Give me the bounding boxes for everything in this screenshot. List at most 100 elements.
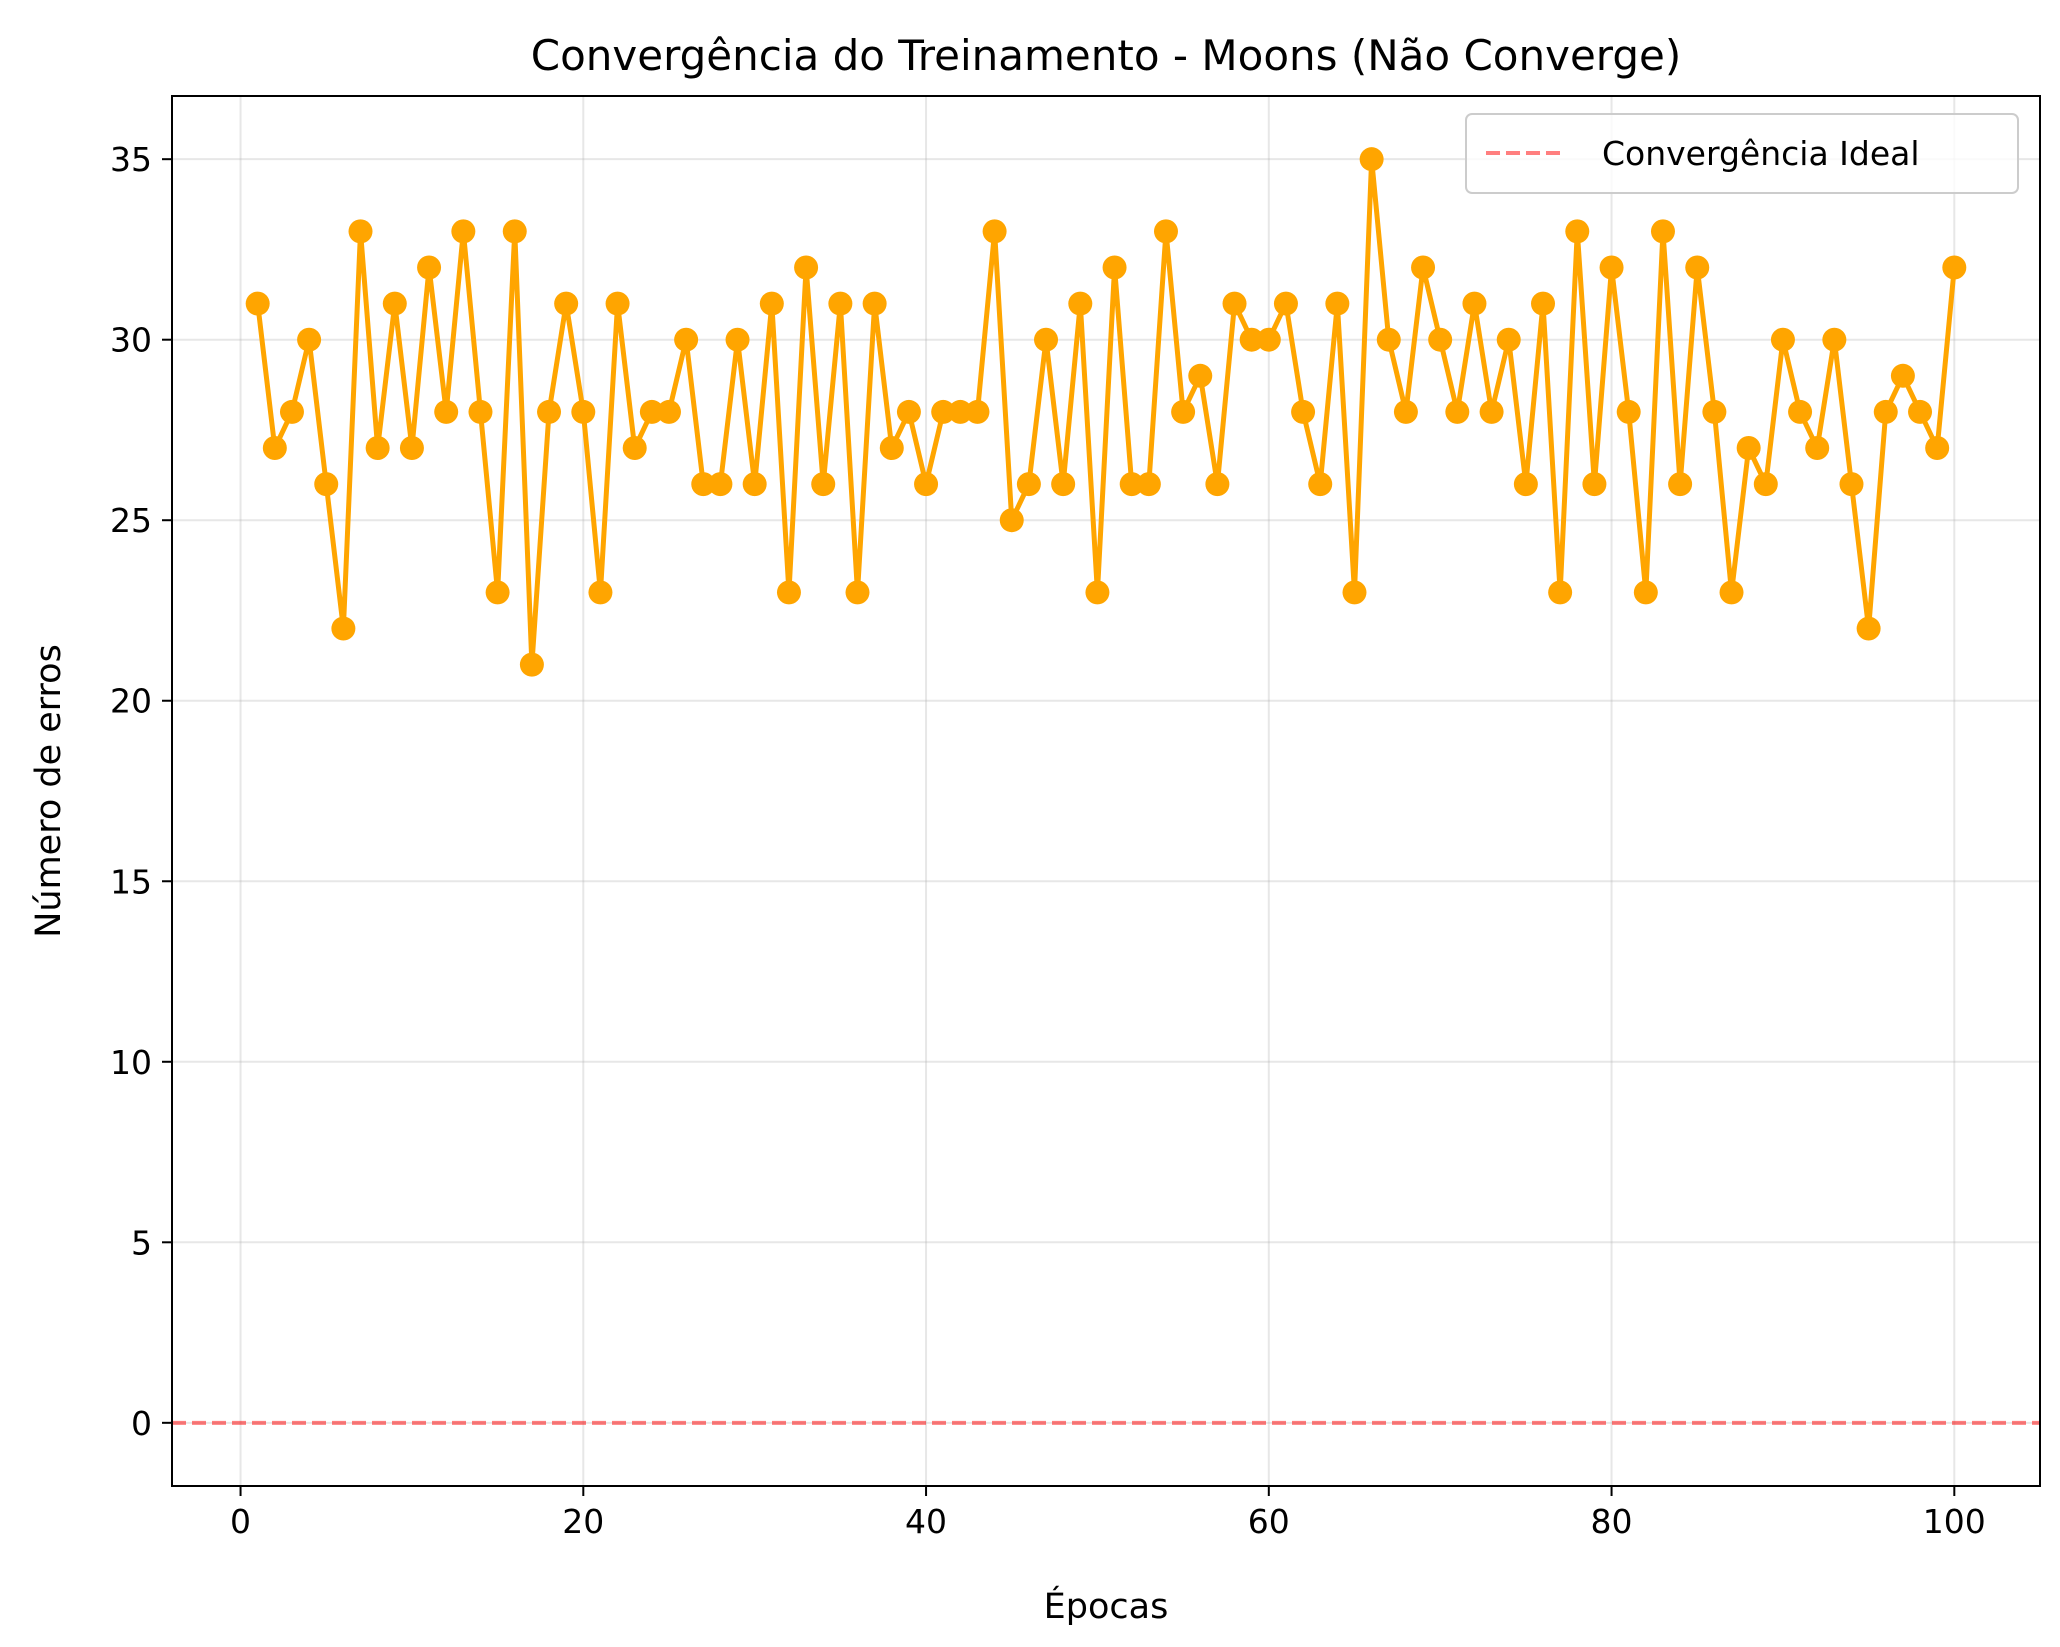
series-line [255,156,1957,668]
data-point [1839,472,1864,497]
data-point [1136,472,1161,497]
data-point [1548,580,1573,605]
data-point [1873,399,1898,424]
data-point [1616,399,1641,424]
data-point [776,580,801,605]
data-point [1565,219,1590,244]
legend-box [1465,113,2019,194]
data-point [1753,472,1778,497]
data-point [811,472,836,497]
data-point [1256,327,1281,352]
data-point [1222,291,1247,316]
chart-title: Convergência do Treinamento - Moons (Não… [531,31,1681,80]
data-point [639,399,664,424]
data-point [297,327,322,352]
data-point [588,580,613,605]
data-point [725,327,750,352]
data-point [1685,255,1710,280]
data-point [742,472,767,497]
data-point [1428,327,1453,352]
data-point [1736,436,1761,461]
data-point [1359,147,1384,172]
data-point [1205,472,1230,497]
y-tick-label: 15 [110,862,152,901]
data-point [1650,219,1675,244]
y-tick-label: 25 [110,501,152,540]
data-point [262,436,287,461]
data-point [1856,616,1881,641]
x-tick-label: 60 [1248,1502,1290,1541]
x-tick-label: 0 [230,1502,251,1541]
data-point [1239,327,1264,352]
y-axis-label: Número de erros [29,644,69,938]
data-point [674,327,699,352]
data-point [1342,580,1367,605]
data-point [1119,472,1144,497]
data-point [1925,436,1950,461]
y-tick-label: 20 [110,682,152,721]
data-point [1908,399,1933,424]
y-tick-label: 10 [110,1043,152,1082]
data-point [862,291,887,316]
data-point [417,255,442,280]
data-point [1531,291,1556,316]
data-point [982,219,1007,244]
data-point [914,472,939,497]
data-point [794,255,819,280]
data-point [759,291,784,316]
data-point [965,399,990,424]
data-point [1942,255,1967,280]
data-point [999,508,1024,533]
data-point [331,616,356,641]
data-point [1496,327,1521,352]
data-point [537,399,562,424]
data-point [468,399,493,424]
data-point [828,291,853,316]
data-point [1068,291,1093,316]
data-point [1171,399,1196,424]
data-point [1462,291,1487,316]
data-point [1822,327,1847,352]
series [245,147,1967,677]
data-point [1479,399,1504,424]
data-point [1085,580,1110,605]
legend-label-convergencia-ideal: Convergência Ideal [1602,134,1920,173]
y-tick-label: 5 [131,1223,152,1262]
data-point [1188,363,1213,388]
data-point [1291,399,1316,424]
data-point [1445,399,1470,424]
data-point [948,399,973,424]
data-point [399,436,424,461]
ticks: 0 20 40 60 80 100 0 5 10 15 20 25 30 35 [110,140,1986,1541]
data-point [1016,472,1041,497]
data-point [554,291,579,316]
y-tick-label: 0 [131,1404,152,1443]
data-point [245,291,270,316]
data-point [1153,219,1178,244]
x-tick-label: 100 [1923,1502,1986,1541]
data-point [896,399,921,424]
data-point [1034,327,1059,352]
data-point [622,436,647,461]
data-point [1702,399,1727,424]
data-point [845,580,870,605]
data-point [1513,472,1538,497]
data-point [434,399,459,424]
data-point [451,219,476,244]
data-point [1051,472,1076,497]
data-point [1668,472,1693,497]
x-tick-label: 40 [905,1502,947,1541]
data-point [1308,472,1333,497]
y-tick-label: 30 [110,321,152,360]
data-point [382,291,407,316]
data-point [1633,580,1658,605]
data-point [879,436,904,461]
data-point [691,472,716,497]
y-tick-label: 35 [110,140,152,179]
data-point [1102,255,1127,280]
data-point [605,291,630,316]
data-point [931,399,956,424]
data-point [1411,255,1436,280]
